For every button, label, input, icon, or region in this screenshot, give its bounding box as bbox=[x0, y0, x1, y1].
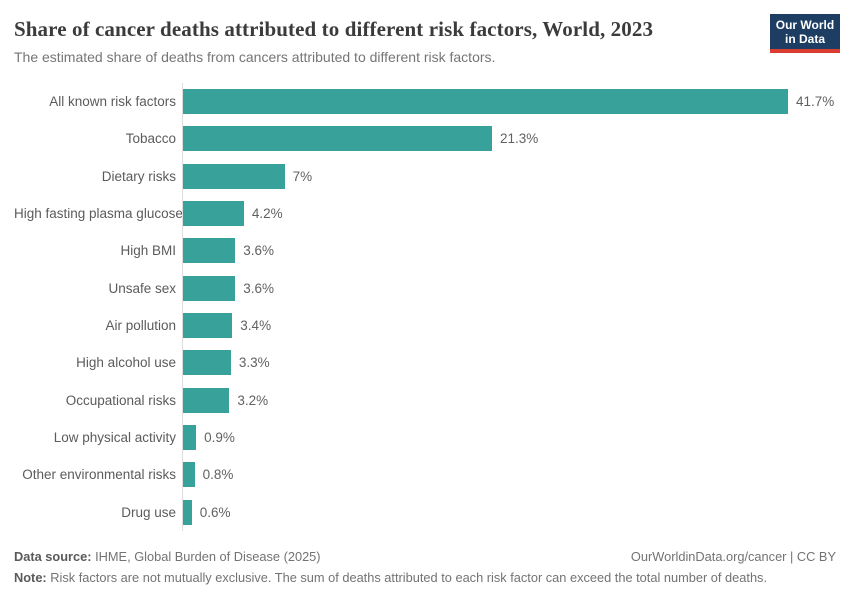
bar bbox=[183, 201, 244, 227]
value-label: 41.7% bbox=[796, 94, 835, 110]
note-text: Risk factors are not mutually exclusive.… bbox=[46, 569, 768, 585]
value-label: 0.9% bbox=[204, 430, 235, 446]
data-source-text: IHME, Global Burden of Disease (2025) bbox=[91, 548, 321, 564]
chart-row: Other environmental risks 0.8% bbox=[14, 456, 836, 494]
bar bbox=[183, 350, 231, 376]
category-label: Occupational risks bbox=[65, 392, 176, 408]
chart-row: High alcohol use 3.3% bbox=[14, 344, 836, 382]
owid-logo[interactable]: Our World in Data bbox=[770, 14, 840, 53]
chart-row: Drug use 0.6% bbox=[14, 493, 836, 531]
value-label: 0.6% bbox=[199, 504, 231, 520]
value-label: 4.2% bbox=[251, 206, 283, 222]
owid-logo-line2: in Data bbox=[784, 32, 825, 46]
value-label: 0.8% bbox=[202, 467, 234, 483]
value-label: 3.3% bbox=[238, 355, 270, 371]
bar bbox=[183, 387, 230, 413]
bar bbox=[183, 499, 192, 525]
category-label: High fasting plasma glucose bbox=[14, 206, 183, 222]
value-label: 3.6% bbox=[243, 280, 274, 296]
bar bbox=[183, 126, 492, 152]
chart-row: Dietary risks 7% bbox=[14, 157, 836, 195]
category-label: High alcohol use bbox=[76, 355, 176, 371]
category-label: Unsafe sex bbox=[108, 280, 176, 296]
bar-track: 3.3% bbox=[182, 344, 836, 382]
chart-row: Tobacco 21.3% bbox=[14, 120, 836, 158]
bar-track: 3.6% bbox=[182, 232, 836, 270]
chart-row: Occupational risks 3.2% bbox=[14, 381, 836, 419]
value-label: 3.4% bbox=[240, 318, 272, 334]
category-label: Low physical activity bbox=[53, 430, 176, 446]
bar bbox=[183, 313, 233, 339]
chart-row: All known risk factors 41.7% bbox=[14, 83, 836, 121]
bar bbox=[183, 275, 236, 301]
bar-track: 3.2% bbox=[182, 381, 836, 419]
bar-track: 3.6% bbox=[182, 269, 836, 307]
bar-chart: All known risk factors 41.7% Tobacco 21.3% D… bbox=[14, 83, 836, 531]
page-subtitle: The estimated share of deaths from cance… bbox=[14, 49, 496, 65]
note-label: Note: bbox=[14, 569, 47, 585]
bar bbox=[183, 89, 788, 115]
bar-track: 41.7% bbox=[182, 83, 836, 121]
bar-track: 0.6% bbox=[182, 493, 836, 531]
chart-row: Unsafe sex 3.6% bbox=[14, 269, 836, 307]
value-label: 21.3% bbox=[500, 131, 539, 147]
bar bbox=[183, 462, 195, 488]
attribution-link[interactable]: OurWorldinData.org/cancer | CC BY bbox=[630, 548, 836, 564]
chart-row: Low physical activity 0.9% bbox=[14, 418, 836, 457]
bar bbox=[183, 238, 236, 264]
value-label: 3.2% bbox=[237, 392, 269, 408]
chart-row: High fasting plasma glucose 4.2% bbox=[14, 194, 836, 233]
chart-footer: Data source: IHME, Global Burden of Dise… bbox=[14, 546, 836, 588]
data-source-line: Data source: IHME, Global Burden of Dise… bbox=[14, 546, 321, 567]
bar-track: 4.2% bbox=[182, 194, 836, 233]
category-label: Other environmental risks bbox=[22, 467, 176, 483]
note-line: Note: Risk factors are not mutually excl… bbox=[14, 567, 767, 588]
value-label: 7% bbox=[292, 168, 313, 184]
owid-logo-underline bbox=[770, 49, 840, 53]
bar-track: 7% bbox=[182, 157, 836, 195]
owid-logo-line1: Our World bbox=[775, 18, 835, 32]
value-label: 3.6% bbox=[243, 243, 274, 259]
chart-row: High BMI 3.6% bbox=[14, 232, 836, 270]
bar bbox=[183, 163, 285, 189]
bar-track: 0.9% bbox=[182, 418, 836, 457]
category-label: Air pollution bbox=[105, 318, 176, 334]
bar-track: 3.4% bbox=[182, 306, 836, 345]
bar-track: 0.8% bbox=[182, 456, 836, 494]
page-title: Share of cancer deaths attributed to dif… bbox=[14, 17, 654, 41]
category-label: Drug use bbox=[121, 504, 176, 520]
category-label: Tobacco bbox=[125, 131, 176, 147]
category-label: All known risk factors bbox=[49, 94, 176, 110]
data-source-label: Data source: bbox=[14, 548, 92, 564]
chart-row: Air pollution 3.4% bbox=[14, 306, 836, 345]
owid-logo-text: Our World in Data bbox=[770, 14, 840, 49]
category-label: Dietary risks bbox=[101, 168, 176, 184]
bar-track: 21.3% bbox=[182, 120, 836, 158]
category-label: High BMI bbox=[120, 243, 176, 259]
bar bbox=[183, 425, 197, 451]
